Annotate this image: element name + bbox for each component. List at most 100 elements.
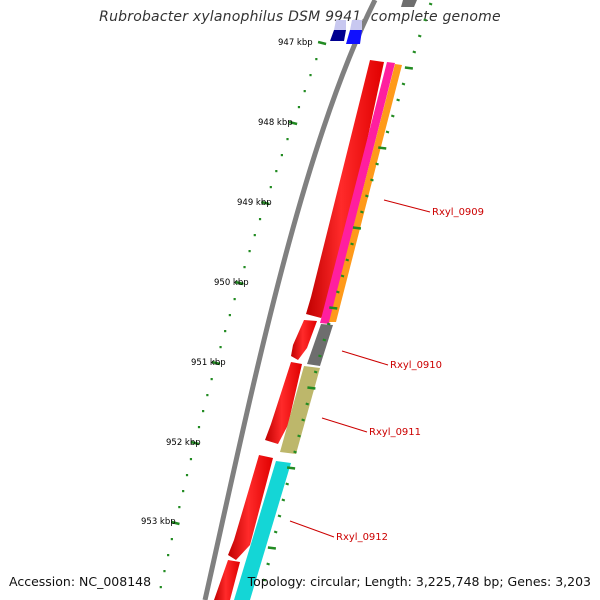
outer-tick-mark bbox=[423, 18, 427, 22]
genome-backbone bbox=[202, 0, 378, 600]
track-orange-rxyl-0909 bbox=[329, 64, 402, 322]
scale-major-tick bbox=[171, 520, 180, 526]
outer-tick-mark bbox=[370, 178, 374, 182]
scale-minor-tick bbox=[170, 538, 173, 541]
scale-minor-tick bbox=[243, 266, 246, 269]
outer-tick-mark bbox=[318, 354, 322, 358]
outer-tick-mark bbox=[401, 82, 406, 86]
outer-tick-mark bbox=[428, 2, 433, 6]
scale-minor-tick bbox=[178, 506, 181, 509]
kbp-label-948: 948 kbp bbox=[258, 118, 293, 128]
outer-tick-mark bbox=[273, 530, 278, 534]
scale-minor-tick bbox=[258, 218, 262, 221]
kbp-label-949: 949 kbp bbox=[237, 198, 272, 208]
scale-major-ticks bbox=[171, 40, 327, 526]
scale-major-tick bbox=[288, 120, 298, 126]
scale-minor-tick bbox=[297, 106, 301, 109]
scale-major-tick bbox=[260, 200, 270, 206]
gene-label-rxyl-0912: Rxyl_0912 bbox=[336, 532, 388, 543]
outer-tick-mark bbox=[307, 386, 316, 390]
scale-minor-tick bbox=[303, 90, 306, 93]
outer-tick-mark bbox=[285, 482, 290, 486]
leader-rxyl-0912 bbox=[289, 520, 335, 538]
scale-minor-tick bbox=[224, 330, 227, 333]
kbp-labels: 947 kbp 948 kbp 949 kbp 950 kbp 951 kbp … bbox=[141, 38, 313, 527]
outer-tick-mark bbox=[345, 258, 350, 262]
track-cyan-rxyl-0912 bbox=[234, 461, 291, 600]
scale-minor-tick bbox=[189, 458, 193, 461]
outer-tick-mark bbox=[352, 226, 362, 230]
scale-minor-tick bbox=[163, 570, 166, 573]
scale-major-tick bbox=[190, 440, 200, 446]
outer-tick-mark bbox=[329, 306, 338, 310]
scale-major-tick bbox=[317, 40, 327, 46]
outer-tick-marks bbox=[262, 2, 433, 582]
outer-tick-mark bbox=[365, 194, 369, 198]
cds-arrow-rxyl-0909 bbox=[306, 60, 384, 318]
outer-tick-mark bbox=[385, 130, 390, 134]
kbp-label-950: 950 kbp bbox=[214, 278, 249, 288]
outer-tick-mark bbox=[326, 322, 331, 326]
outer-tick-mark bbox=[350, 242, 354, 246]
cds-feature-gray-top bbox=[401, 0, 417, 7]
gene-label-rxyl-0910: Rxyl_0910 bbox=[390, 360, 442, 371]
outer-tick-mark bbox=[404, 66, 414, 70]
scale-minor-tick bbox=[269, 186, 272, 189]
outer-tick-mark bbox=[262, 578, 267, 582]
gene-label-rxyl-0911: Rxyl_0911 bbox=[369, 427, 421, 438]
leader-rxyl-0910 bbox=[341, 350, 389, 366]
genome-summary-text: Topology: circular; Length: 3,225,748 bp… bbox=[247, 574, 591, 589]
outer-tick-mark bbox=[297, 434, 301, 438]
cds-arrow-rxyl-0912 bbox=[228, 455, 273, 560]
leader-rxyl-0911 bbox=[321, 417, 368, 433]
outer-tick-mark bbox=[360, 210, 364, 214]
scale-minor-tick bbox=[167, 554, 170, 557]
cds-feature-blue bbox=[346, 30, 362, 44]
cds-arrow-next bbox=[214, 560, 240, 600]
scale-minor-tick bbox=[197, 426, 201, 429]
scale-minor-tick bbox=[275, 170, 278, 173]
outer-tick-mark bbox=[267, 546, 277, 550]
kbp-label-953: 953 kbp bbox=[141, 517, 176, 527]
scale-minor-tick bbox=[309, 74, 312, 77]
scale-minor-tick bbox=[248, 250, 251, 253]
outer-tick-mark bbox=[390, 114, 395, 118]
scale-minor-tick bbox=[185, 474, 189, 477]
scale-minor-tick bbox=[233, 298, 236, 301]
scale-minor-tick bbox=[210, 378, 213, 381]
gene-label-rxyl-0909: Rxyl_0909 bbox=[432, 207, 484, 218]
scale-minor-tick bbox=[280, 154, 283, 157]
scale-minor-tick bbox=[159, 586, 162, 589]
outer-tick-mark bbox=[340, 274, 345, 278]
outer-tick-mark bbox=[417, 34, 422, 38]
outer-tick-mark bbox=[305, 402, 310, 406]
kbp-label-947: 947 kbp bbox=[278, 38, 313, 48]
cds-feature-blue-light bbox=[334, 20, 346, 30]
scale-minor-tick bbox=[202, 410, 205, 413]
outer-tick-mark bbox=[336, 290, 340, 294]
outer-tick-mark bbox=[378, 146, 387, 150]
scale-ring-dots bbox=[159, 58, 318, 589]
outer-tick-mark bbox=[293, 450, 297, 454]
kbp-label-951: 951 kbp bbox=[191, 358, 226, 368]
outer-tick-mark bbox=[412, 50, 417, 54]
leader-rxyl-0909 bbox=[383, 199, 431, 213]
track-magenta-rxyl-0909 bbox=[320, 62, 395, 324]
cds-feature-blue-dark bbox=[330, 30, 346, 41]
kbp-label-952: 952 kbp bbox=[166, 438, 201, 448]
scale-minor-tick bbox=[253, 234, 256, 237]
scale-minor-tick bbox=[315, 58, 318, 61]
scale-minor-tick bbox=[182, 490, 185, 493]
outer-tick-mark bbox=[277, 514, 282, 518]
outer-tick-mark bbox=[396, 98, 400, 102]
outer-tick-mark bbox=[322, 338, 327, 342]
map-title: Rubrobacter xylanophilus DSM 9941, compl… bbox=[99, 9, 501, 25]
track-gray-rxyl-0910 bbox=[307, 324, 333, 366]
outer-tick-mark bbox=[313, 370, 318, 374]
scale-major-tick bbox=[235, 280, 244, 286]
scale-minor-tick bbox=[228, 314, 231, 317]
scale-minor-tick bbox=[219, 346, 222, 349]
outer-tick-mark bbox=[281, 498, 286, 502]
scale-minor-tick bbox=[206, 394, 209, 397]
